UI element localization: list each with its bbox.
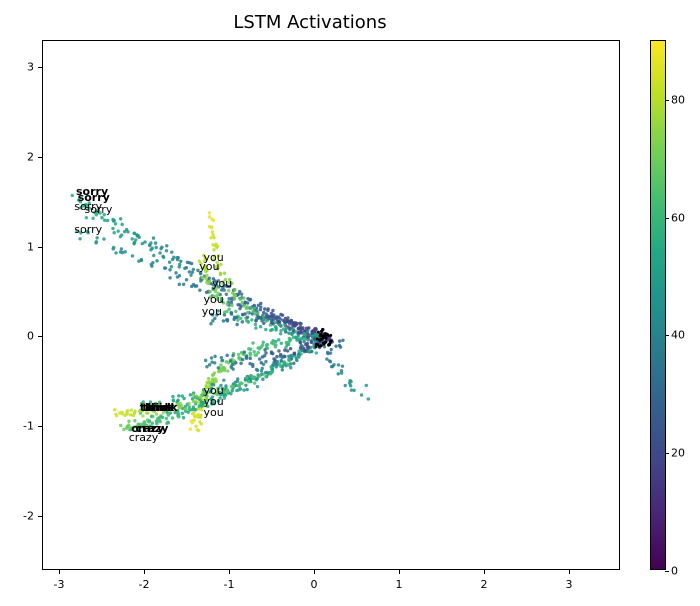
xtick-label: -2 (139, 578, 150, 591)
colorbar-tick-mark (665, 453, 669, 454)
xtick-label: 0 (311, 578, 318, 591)
colorbar-tick-mark (665, 218, 669, 219)
ytick-label: 3 (27, 60, 40, 73)
plot-area-container: -3-2-10123-2-10123sorrysorrysorrysorryso… (42, 40, 620, 570)
xtick-mark (484, 570, 485, 574)
xtick-label: -1 (224, 578, 235, 591)
colorbar-tick-mark (665, 335, 669, 336)
colorbar-tick-mark (665, 100, 669, 101)
ytick-label: 2 (27, 150, 40, 163)
xtick-label: 2 (481, 578, 488, 591)
ytick-label: 0 (27, 330, 40, 343)
scatter-layer (42, 40, 620, 570)
ytick-label: -1 (23, 420, 40, 433)
ytick-label: 1 (27, 240, 40, 253)
xtick-mark (59, 570, 60, 574)
xtick-label: 1 (396, 578, 403, 591)
ytick-label: -2 (23, 510, 40, 523)
colorbar-tick-mark (665, 571, 669, 572)
trace-points (71, 194, 370, 433)
xtick-label: 3 (566, 578, 573, 591)
xtick-mark (144, 570, 145, 574)
xtick-mark (314, 570, 315, 574)
chart-root: LSTM Activations -3-2-10123-2-10123sorry… (0, 0, 700, 606)
xtick-mark (569, 570, 570, 574)
xtick-mark (399, 570, 400, 574)
xtick-mark (229, 570, 230, 574)
colorbar: 020406080 (650, 40, 666, 570)
chart-title: LSTM Activations (0, 12, 620, 33)
xtick-label: -3 (54, 578, 65, 591)
